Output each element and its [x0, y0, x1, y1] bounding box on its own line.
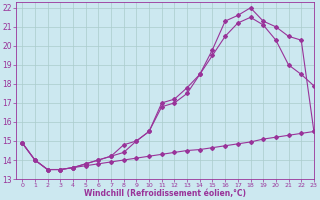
X-axis label: Windchill (Refroidissement éolien,°C): Windchill (Refroidissement éolien,°C): [84, 189, 246, 198]
